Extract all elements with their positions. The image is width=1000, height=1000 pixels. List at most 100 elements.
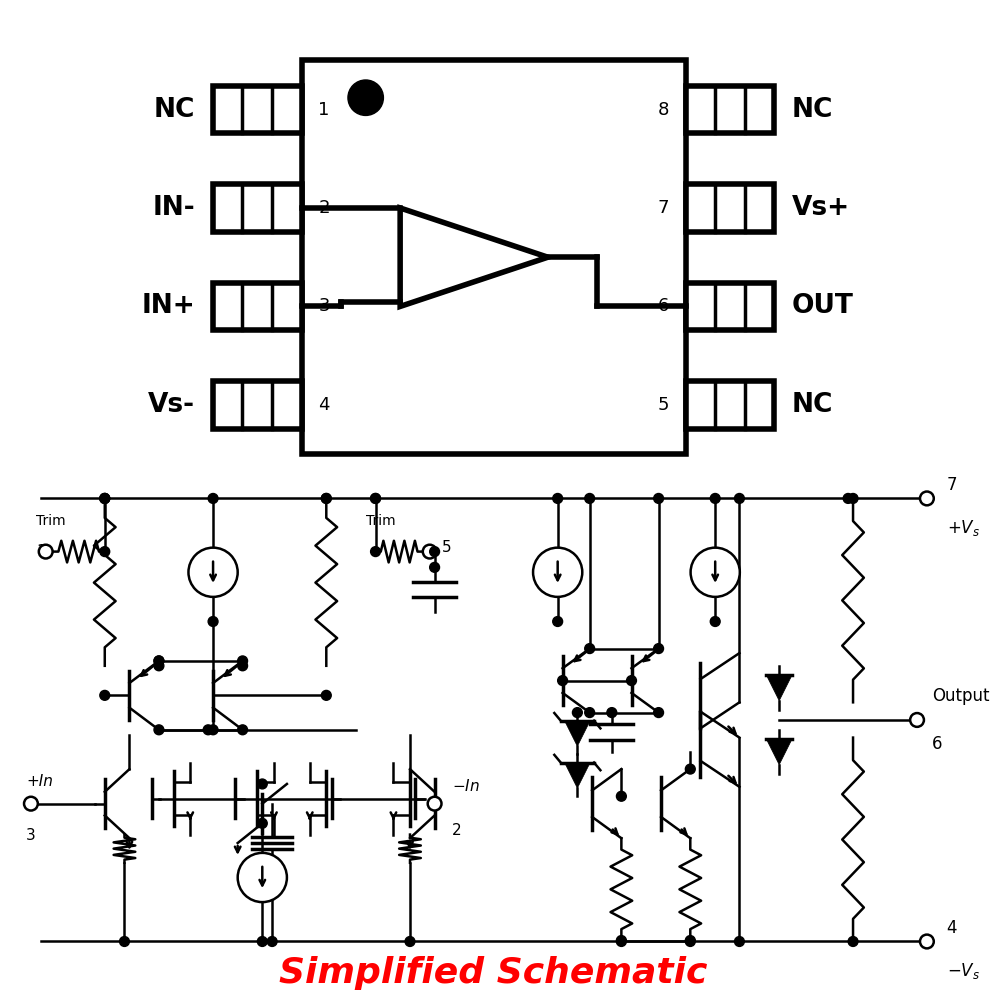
Circle shape <box>558 676 568 685</box>
Text: 6: 6 <box>658 297 669 315</box>
Text: 1: 1 <box>36 544 45 559</box>
Text: $-V_s$: $-V_s$ <box>947 961 980 981</box>
Bar <box>213 184 302 232</box>
Circle shape <box>321 690 331 700</box>
Text: Vs+: Vs+ <box>792 195 850 221</box>
Circle shape <box>616 937 626 946</box>
Text: 3: 3 <box>26 828 36 843</box>
Circle shape <box>24 797 38 811</box>
Polygon shape <box>565 763 590 788</box>
Circle shape <box>533 548 582 597</box>
Circle shape <box>685 936 695 945</box>
Bar <box>213 283 302 330</box>
Circle shape <box>120 937 129 946</box>
Circle shape <box>920 492 934 505</box>
Circle shape <box>238 661 248 671</box>
Circle shape <box>100 494 110 503</box>
Text: NC: NC <box>792 392 833 418</box>
Circle shape <box>154 656 164 666</box>
Circle shape <box>710 494 720 503</box>
Circle shape <box>585 494 595 503</box>
Circle shape <box>735 937 744 946</box>
Circle shape <box>627 676 636 685</box>
Text: OUT: OUT <box>792 293 854 319</box>
Circle shape <box>100 690 110 700</box>
Text: 3: 3 <box>318 297 330 315</box>
Circle shape <box>654 494 664 503</box>
Text: $-$In: $-$In <box>452 778 480 794</box>
Text: 7: 7 <box>947 476 957 494</box>
Bar <box>213 381 302 429</box>
Text: 8: 8 <box>658 101 669 119</box>
Circle shape <box>154 661 164 671</box>
Circle shape <box>616 936 626 945</box>
Text: Output: Output <box>932 687 989 705</box>
Circle shape <box>267 937 277 946</box>
Circle shape <box>321 494 331 503</box>
Circle shape <box>685 764 695 774</box>
Polygon shape <box>766 739 792 765</box>
Circle shape <box>154 725 164 735</box>
Bar <box>686 184 774 232</box>
Text: 1: 1 <box>318 101 330 119</box>
Text: IN+: IN+ <box>142 293 195 319</box>
Circle shape <box>616 791 626 801</box>
Circle shape <box>405 937 415 946</box>
Circle shape <box>208 725 218 735</box>
Text: Vs-: Vs- <box>148 392 195 418</box>
Circle shape <box>428 797 441 811</box>
Circle shape <box>100 494 110 503</box>
Circle shape <box>208 617 218 626</box>
Polygon shape <box>766 675 792 701</box>
Polygon shape <box>565 721 590 746</box>
Circle shape <box>154 656 164 666</box>
Text: 4: 4 <box>318 396 330 414</box>
Text: 5: 5 <box>657 396 669 414</box>
Circle shape <box>735 494 744 503</box>
Text: +In: +In <box>26 774 53 789</box>
Circle shape <box>654 644 664 654</box>
Text: Simplified Schematic: Simplified Schematic <box>279 956 708 990</box>
Text: 4: 4 <box>947 919 957 937</box>
Circle shape <box>848 937 858 946</box>
Text: 5: 5 <box>441 540 451 555</box>
Text: 7: 7 <box>657 199 669 217</box>
Circle shape <box>423 545 437 558</box>
Circle shape <box>348 80 383 115</box>
Circle shape <box>607 708 617 717</box>
Circle shape <box>257 937 267 946</box>
Circle shape <box>100 494 110 503</box>
Circle shape <box>920 935 934 948</box>
Circle shape <box>848 494 858 503</box>
Circle shape <box>238 725 248 735</box>
Text: NC: NC <box>792 97 833 123</box>
Text: 2: 2 <box>318 199 330 217</box>
Circle shape <box>572 708 582 717</box>
Circle shape <box>585 644 595 654</box>
Circle shape <box>203 725 213 735</box>
Text: $+V_s$: $+V_s$ <box>947 518 980 538</box>
Circle shape <box>100 547 110 557</box>
Circle shape <box>321 494 331 503</box>
Circle shape <box>553 617 563 626</box>
Circle shape <box>654 708 664 717</box>
Circle shape <box>585 708 595 717</box>
Bar <box>686 283 774 330</box>
Circle shape <box>39 545 53 558</box>
Circle shape <box>257 779 267 789</box>
Text: 6: 6 <box>932 735 942 753</box>
Circle shape <box>710 617 720 626</box>
Text: IN-: IN- <box>153 195 195 221</box>
Circle shape <box>371 494 380 503</box>
Circle shape <box>238 656 248 666</box>
Circle shape <box>238 853 287 902</box>
Circle shape <box>691 548 740 597</box>
Bar <box>213 86 302 133</box>
Circle shape <box>371 494 380 503</box>
Bar <box>686 381 774 429</box>
Circle shape <box>257 818 267 828</box>
Text: NC: NC <box>154 97 195 123</box>
Bar <box>302 60 686 454</box>
Circle shape <box>188 548 238 597</box>
Circle shape <box>430 562 440 572</box>
